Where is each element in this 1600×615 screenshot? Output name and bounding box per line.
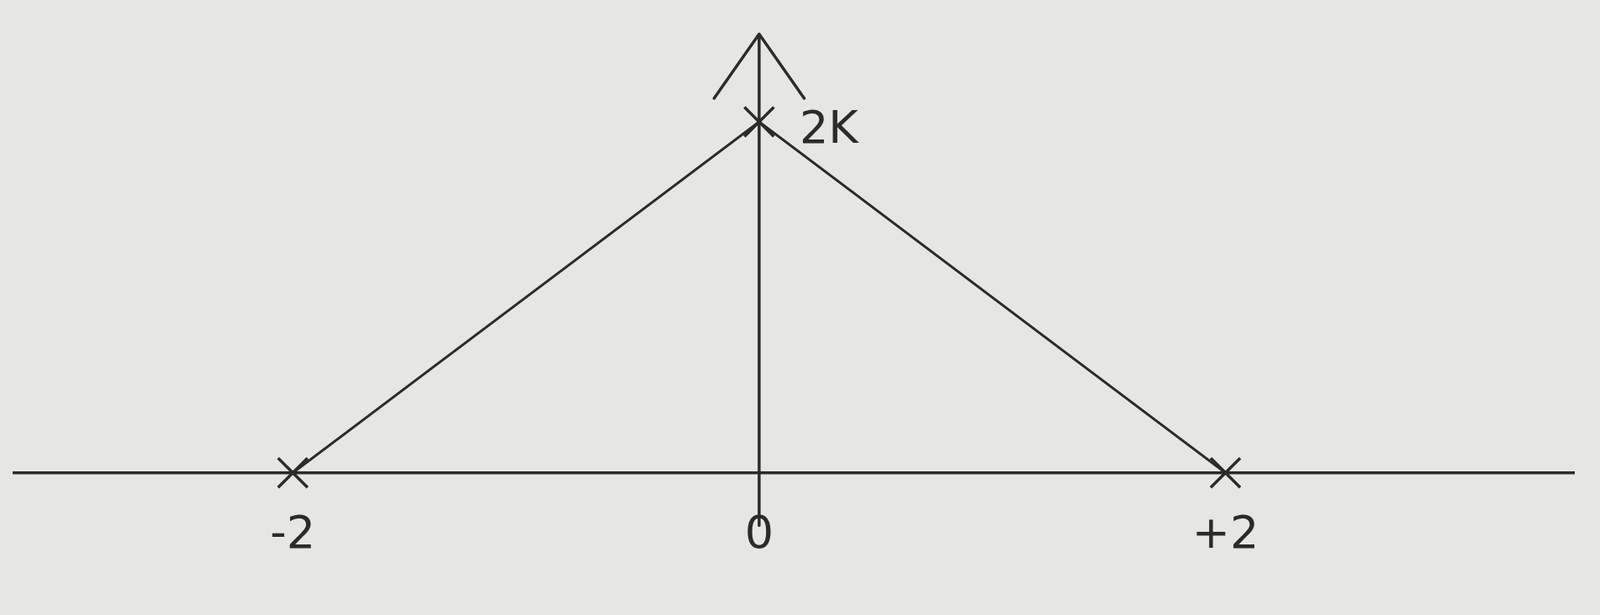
svg-text:-2: -2 — [269, 506, 316, 560]
svg-text:2K: 2K — [799, 100, 860, 154]
svg-text:+2: +2 — [1192, 506, 1260, 560]
svg-text:0: 0 — [744, 506, 774, 560]
